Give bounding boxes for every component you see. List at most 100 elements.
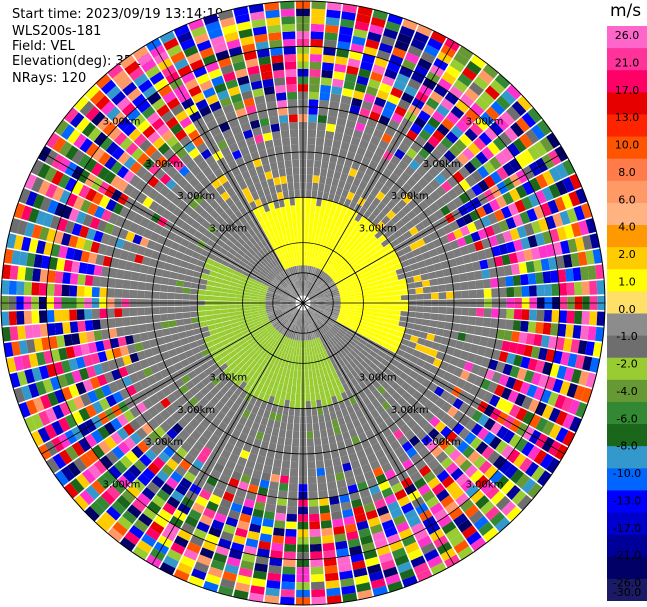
ppi-gate <box>78 225 90 239</box>
ppi-gate <box>372 207 382 217</box>
ppi-gate <box>285 337 291 346</box>
ppi-gate <box>199 396 210 407</box>
ppi-gate <box>299 310 302 318</box>
ppi-gate <box>100 329 110 340</box>
ppi-gate <box>432 129 445 142</box>
ppi-gate <box>281 460 291 469</box>
ppi-gate <box>42 378 54 394</box>
ppi-gate <box>333 464 344 474</box>
ppi-gate <box>359 107 371 118</box>
ppi-gate <box>309 536 322 545</box>
ppi-gate <box>21 354 32 370</box>
ppi-gate <box>396 32 413 45</box>
ppi-gate <box>317 236 323 246</box>
ppi-gate <box>311 1 326 10</box>
ppi-gate <box>306 289 311 297</box>
ppi-gate <box>418 446 431 459</box>
ppi-gate <box>405 251 415 260</box>
ppi-gate <box>138 273 148 282</box>
ppi-gate <box>202 482 215 494</box>
ppi-gate <box>312 285 318 292</box>
ppi-gate <box>360 534 374 546</box>
ppi-gate <box>160 245 171 255</box>
ppi-gate <box>351 261 359 269</box>
ppi-gate <box>383 282 393 288</box>
ppi-gate <box>507 142 521 158</box>
ppi-gate <box>280 304 289 306</box>
ppi-gate <box>438 438 451 451</box>
ppi-gate <box>212 291 221 297</box>
ppi-gate <box>489 156 502 170</box>
ppi-gate <box>168 278 177 286</box>
ppi-gate <box>446 418 459 431</box>
ppi-gate <box>377 350 387 359</box>
ppi-gate <box>337 180 346 190</box>
ppi-gate <box>541 404 554 420</box>
ppi-gate <box>516 225 528 239</box>
ppi-gate <box>290 461 299 470</box>
ppi-gate <box>436 277 446 285</box>
ppi-gate <box>310 31 324 40</box>
ppi-gate <box>370 16 386 28</box>
ppi-gate <box>110 417 123 431</box>
ppi-gate <box>251 342 260 350</box>
ppi-gate <box>414 64 429 78</box>
ppi-gate <box>340 304 349 307</box>
ppi-gate <box>307 309 313 316</box>
ppi-gate <box>420 51 436 64</box>
ppi-gate <box>453 366 464 378</box>
ppi-gate <box>335 540 348 550</box>
ppi-gate <box>490 490 506 506</box>
ppi-gate <box>319 92 331 101</box>
ppi-gate <box>159 306 168 314</box>
ppi-gate <box>332 294 341 298</box>
ppi-gate <box>474 117 489 132</box>
ppi-gate <box>372 389 382 399</box>
ppi-gate <box>309 69 321 78</box>
ppi-gate <box>306 438 314 447</box>
ppi-gate <box>343 414 352 424</box>
ppi-gate <box>224 328 234 335</box>
ppi-gate <box>349 259 357 267</box>
ppi-gate <box>267 313 276 318</box>
ppi-gate <box>110 257 120 269</box>
ppi-gate <box>385 573 401 586</box>
ppi-gate <box>363 93 376 104</box>
ppi-gate <box>189 294 198 300</box>
ppi-gate <box>325 349 332 358</box>
ppi-gate <box>352 264 361 272</box>
ppi-gate <box>356 75 369 86</box>
ppi-gate <box>339 328 347 336</box>
ppi-gate <box>326 240 333 249</box>
ppi-gate <box>305 288 309 296</box>
ppi-gate <box>279 375 286 384</box>
ppi-gate <box>1 280 10 295</box>
ppi-gate <box>292 159 300 168</box>
ppi-gate <box>376 211 386 221</box>
ppi-gate <box>205 285 214 291</box>
ppi-gate <box>473 270 483 280</box>
ppi-gate <box>304 310 306 318</box>
ppi-gate <box>387 13 404 26</box>
ppi-gate <box>396 234 406 244</box>
ppi-gate <box>44 423 58 440</box>
ppi-gate <box>445 430 458 443</box>
ppi-gate <box>464 464 478 478</box>
ppi-gate <box>481 445 495 460</box>
ppi-gate <box>571 222 582 238</box>
ppi-gate <box>451 435 464 449</box>
ppi-gate <box>555 427 569 443</box>
ppi-gate <box>520 320 529 332</box>
ppi-gate <box>245 538 259 548</box>
ppi-gate <box>340 273 348 280</box>
ppi-gate <box>366 244 375 253</box>
ppi-gate <box>386 265 396 273</box>
ppi-gate <box>251 311 259 316</box>
ppi-gate <box>337 384 346 394</box>
ppi-gate <box>230 277 239 284</box>
colorbar-tick-label: 21.0 <box>615 56 640 69</box>
ppi-gate <box>336 281 344 287</box>
ppi-gate <box>311 8 326 17</box>
ppi-gate <box>326 1 342 11</box>
ppi-gate <box>480 91 495 106</box>
